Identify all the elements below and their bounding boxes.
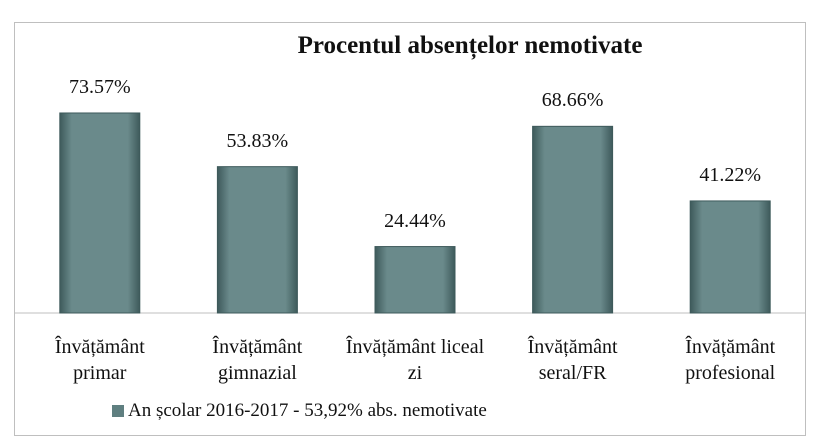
value-label: 24.44% [384, 209, 446, 232]
value-label: 53.83% [226, 129, 289, 152]
x-tick-label: Învățământ liceal zi [345, 336, 485, 384]
bar [216, 166, 298, 314]
x-tick-label: Învățământ primar [54, 336, 145, 384]
bar [374, 246, 456, 314]
legend-label: An școlar 2016-2017 - 53,92% abs. nemoti… [128, 400, 487, 421]
legend-swatch [112, 405, 124, 417]
value-label: 73.57% [68, 75, 131, 98]
x-tick-label: Învățământ seral/FR [527, 336, 618, 384]
x-tick-label: Învățământ gimnazial [212, 336, 303, 384]
chart-title: Procentul absențelor nemotivate [297, 32, 643, 59]
bar [532, 125, 614, 314]
value-label: 41.22% [699, 163, 762, 186]
x-tick-label: Învățământ profesional [685, 336, 776, 384]
bar [689, 200, 771, 314]
value-label: 68.66% [541, 89, 604, 112]
chart-frame [14, 22, 806, 436]
legend: An școlar 2016-2017 - 53,92% abs. nemoti… [112, 400, 487, 422]
bar [59, 112, 141, 314]
